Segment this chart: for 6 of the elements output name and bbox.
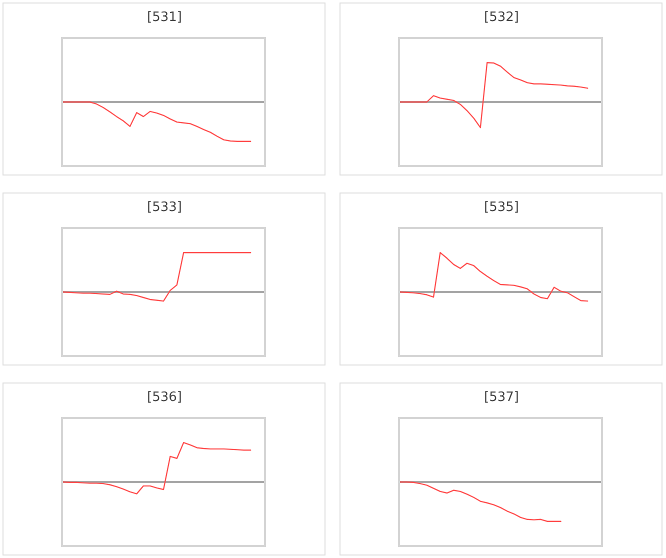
chart-title: [537] — [484, 390, 519, 405]
chart-title: [533] — [147, 200, 182, 215]
chart-title: [531] — [147, 10, 182, 25]
chart-title: [536] — [147, 390, 182, 405]
chart-title: [535] — [484, 200, 519, 215]
chart-title: [532] — [484, 10, 519, 25]
